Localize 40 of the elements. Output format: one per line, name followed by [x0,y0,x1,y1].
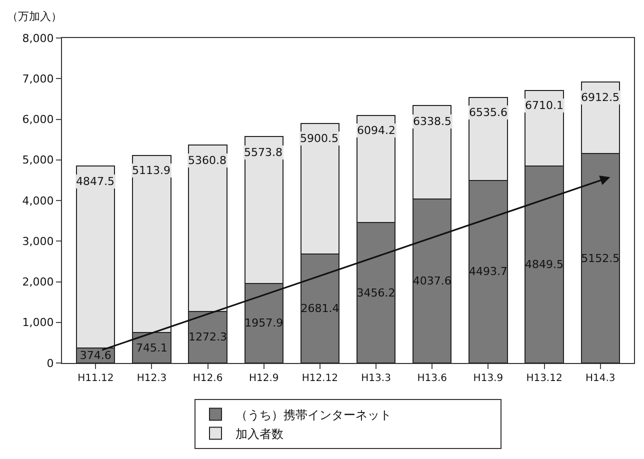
data-label: 5152.5 [581,252,620,265]
legend-label: （うち）携帯インターネット [236,408,392,422]
total-label: 6710.1 [525,99,564,112]
y-tick-label: 4,000 [22,194,54,208]
x-tick-label: H13.3 [361,373,391,384]
data-label: 3456.2 [356,286,396,300]
total-label: 6912.5 [581,91,620,104]
data-label: 4493.7 [468,265,508,278]
x-tick-label: H12.6 [192,373,223,384]
x-tick-label: H13.9 [473,373,504,384]
total-label: 6338.5 [413,115,452,128]
x-tick-label: H13.12 [526,373,562,384]
x-tick-label: H12.12 [302,373,338,384]
x-tick-label: H12.9 [248,373,279,384]
x-tick-label: H12.3 [136,373,167,384]
x-tick-label: H11.12 [78,373,114,384]
x-tick-label: H13.6 [417,373,448,384]
total-label: 5573.8 [244,146,282,159]
y-tick-label: 6,000 [22,113,54,126]
data-label: 4849.5 [525,258,564,271]
data-label: 1957.9 [244,316,284,330]
total-label: 5900.5 [300,132,338,145]
data-label: 1272.3 [188,330,228,344]
y-tick-label: 2,000 [22,276,54,289]
y-tick-label: 3,000 [22,234,54,248]
total-label: 6094.2 [357,124,396,137]
total-label: 5113.9 [132,164,170,177]
y-tick-label: 0 [46,356,54,370]
legend-label: 加入者数 [236,426,284,441]
y-tick-label: 8,000 [22,32,54,45]
y-tick-label: 5,000 [22,154,54,167]
data-label: 374.6 [80,348,112,362]
total-label: 4847.5 [76,175,114,188]
total-label: 5360.8 [188,154,226,167]
y-axis-title: （万加入） [7,10,62,23]
x-tick-label: H14.3 [585,373,616,384]
y-tick-label: 7,000 [22,72,54,86]
y-tick-label: 1,000 [22,316,54,330]
data-label: 745.1 [136,341,168,354]
total-label: 6535.6 [469,106,508,119]
